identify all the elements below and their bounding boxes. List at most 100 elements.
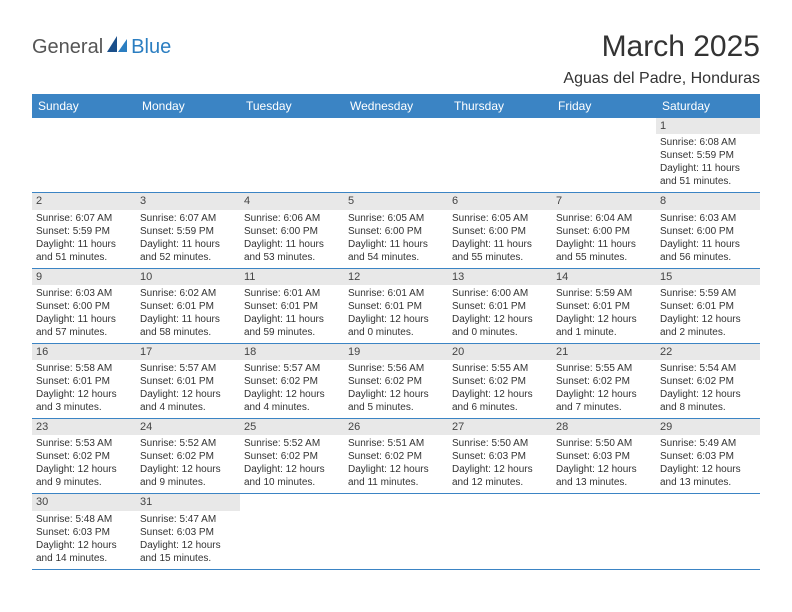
calendar-cell: 28Sunrise: 5:50 AMSunset: 6:03 PMDayligh… — [552, 419, 656, 494]
sunset-text: Sunset: 6:01 PM — [140, 300, 236, 313]
sunset-text: Sunset: 6:00 PM — [452, 225, 548, 238]
day-number: 6 — [448, 193, 552, 209]
sunrise-text: Sunrise: 6:07 AM — [140, 212, 236, 225]
daylight-text: Daylight: 11 hours and 56 minutes. — [660, 238, 756, 264]
weekday-header: Tuesday — [240, 94, 344, 118]
sunset-text: Sunset: 6:02 PM — [36, 450, 132, 463]
day-number: 19 — [344, 344, 448, 360]
day-number: 17 — [136, 344, 240, 360]
calendar-cell: 29Sunrise: 5:49 AMSunset: 6:03 PMDayligh… — [656, 419, 760, 494]
sunset-text: Sunset: 6:01 PM — [556, 300, 652, 313]
day-number: 13 — [448, 269, 552, 285]
sunrise-text: Sunrise: 5:50 AM — [452, 437, 548, 450]
sunset-text: Sunset: 5:59 PM — [660, 149, 756, 162]
calendar-cell: 21 Sunrise: 5:55 AMSunset: 6:02 PMDayligh… — [552, 343, 656, 418]
calendar-row: 1Sunrise: 6:08 AMSunset: 5:59 PMDaylight… — [32, 118, 760, 193]
calendar-cell — [344, 494, 448, 569]
calendar-cell: 19Sunrise: 5:56 AMSunset: 6:02 PMDayligh… — [344, 343, 448, 418]
sunset-text: Sunset: 6:02 PM — [452, 375, 548, 388]
calendar-cell: 12Sunrise: 6:01 AMSunset: 6:01 PMDayligh… — [344, 268, 448, 343]
sunset-text: Sunset: 6:01 PM — [452, 300, 548, 313]
daylight-text: Daylight: 12 hours and 4 minutes. — [140, 388, 236, 414]
daylight-text: Daylight: 12 hours and 6 minutes. — [452, 388, 548, 414]
day-number: 21 — [552, 344, 656, 360]
sunrise-text: Sunrise: 6:08 AM — [660, 136, 756, 149]
location: Aguas del Padre, Honduras — [563, 70, 760, 88]
daylight-text: Daylight: 12 hours and 3 minutes. — [36, 388, 132, 414]
day-number: 4 — [240, 193, 344, 209]
calendar-cell: 24Sunrise: 5:52 AMSunset: 6:02 PMDayligh… — [136, 419, 240, 494]
sunrise-text: Sunrise: 5:55 AM — [452, 362, 548, 375]
calendar-cell — [448, 118, 552, 193]
sunset-text: Sunset: 6:00 PM — [556, 225, 652, 238]
daylight-text: Daylight: 12 hours and 7 minutes. — [556, 388, 652, 414]
weekday-header: Wednesday — [344, 94, 448, 118]
calendar-cell — [240, 494, 344, 569]
sunrise-text: Sunrise: 5:49 AM — [660, 437, 756, 450]
daylight-text: Daylight: 11 hours and 57 minutes. — [36, 313, 132, 339]
calendar-cell: 11Sunrise: 6:01 AMSunset: 6:01 PMDayligh… — [240, 268, 344, 343]
day-number: 31 — [136, 494, 240, 510]
sunset-text: Sunset: 6:02 PM — [244, 450, 340, 463]
calendar-cell: 16 Sunrise: 5:58 AMSunset: 6:01 PMDayligh… — [32, 343, 136, 418]
calendar-cell — [448, 494, 552, 569]
calendar-cell: 9Sunrise: 6:03 AMSunset: 6:00 PMDaylight… — [32, 268, 136, 343]
calendar-cell: 8Sunrise: 6:03 AMSunset: 6:00 PMDaylight… — [656, 193, 760, 268]
daylight-text: Daylight: 12 hours and 11 minutes. — [348, 463, 444, 489]
calendar-cell: 22Sunrise: 5:54 AMSunset: 6:02 PMDayligh… — [656, 343, 760, 418]
sunrise-text: Sunrise: 6:05 AM — [348, 212, 444, 225]
daylight-text: Daylight: 11 hours and 58 minutes. — [140, 313, 236, 339]
calendar-cell — [656, 494, 760, 569]
calendar-row: 23Sunrise: 5:53 AMSunset: 6:02 PMDayligh… — [32, 419, 760, 494]
daylight-text: Daylight: 11 hours and 51 minutes. — [660, 162, 756, 188]
sunset-text: Sunset: 6:01 PM — [660, 300, 756, 313]
daylight-text: Daylight: 11 hours and 52 minutes. — [140, 238, 236, 264]
daylight-text: Daylight: 12 hours and 10 minutes. — [244, 463, 340, 489]
sunrise-text: Sunrise: 5:55 AM — [556, 362, 652, 375]
sunset-text: Sunset: 6:00 PM — [660, 225, 756, 238]
daylight-text: Daylight: 11 hours and 51 minutes. — [36, 238, 132, 264]
sunrise-text: Sunrise: 6:01 AM — [348, 287, 444, 300]
day-number: 27 — [448, 419, 552, 435]
calendar-cell — [344, 118, 448, 193]
day-number: 10 — [136, 269, 240, 285]
calendar-cell: 7Sunrise: 6:04 AMSunset: 6:00 PMDaylight… — [552, 193, 656, 268]
day-number: 30 — [32, 494, 136, 510]
calendar-cell: 25Sunrise: 5:52 AMSunset: 6:02 PMDayligh… — [240, 419, 344, 494]
sunset-text: Sunset: 6:01 PM — [348, 300, 444, 313]
calendar-cell — [552, 494, 656, 569]
daylight-text: Daylight: 12 hours and 2 minutes. — [660, 313, 756, 339]
sunrise-text: Sunrise: 6:07 AM — [36, 212, 132, 225]
sunset-text: Sunset: 6:02 PM — [556, 375, 652, 388]
sunrise-text: Sunrise: 5:54 AM — [660, 362, 756, 375]
sunset-text: Sunset: 6:00 PM — [36, 300, 132, 313]
calendar-row: 16Sunrise: 5:58 AMSunset: 6:01 PMDayligh… — [32, 343, 760, 418]
day-number: 25 — [240, 419, 344, 435]
sunset-text: Sunset: 6:01 PM — [36, 375, 132, 388]
sunrise-text: Sunrise: 5:47 AM — [140, 513, 236, 526]
day-number: 26 — [344, 419, 448, 435]
calendar-cell: 26Sunrise: 5:51 AMSunset: 6:02 PMDayligh… — [344, 419, 448, 494]
day-number: 16 — [32, 344, 136, 360]
sunrise-text: Sunrise: 5:57 AM — [140, 362, 236, 375]
weekday-header: Saturday — [656, 94, 760, 118]
day-number: 20 — [448, 344, 552, 360]
daylight-text: Daylight: 12 hours and 5 minutes. — [348, 388, 444, 414]
sunset-text: Sunset: 6:02 PM — [244, 375, 340, 388]
calendar-row: 30Sunrise: 5:48 AMSunset: 6:03 PMDayligh… — [32, 494, 760, 569]
calendar-cell — [240, 118, 344, 193]
day-number: 22 — [656, 344, 760, 360]
daylight-text: Daylight: 12 hours and 8 minutes. — [660, 388, 756, 414]
sunrise-text: Sunrise: 5:58 AM — [36, 362, 132, 375]
calendar-cell: 18Sunrise: 5:57 AMSunset: 6:02 PMDayligh… — [240, 343, 344, 418]
sunrise-text: Sunrise: 5:52 AM — [140, 437, 236, 450]
calendar-cell: 5Sunrise: 6:05 AMSunset: 6:00 PMDaylight… — [344, 193, 448, 268]
calendar-cell: 17Sunrise: 5:57 AMSunset: 6:01 PMDayligh… — [136, 343, 240, 418]
day-number: 9 — [32, 269, 136, 285]
day-number: 8 — [656, 193, 760, 209]
sunrise-text: Sunrise: 5:48 AM — [36, 513, 132, 526]
daylight-text: Daylight: 11 hours and 59 minutes. — [244, 313, 340, 339]
logo-text-general: General — [32, 36, 103, 59]
calendar-body: 1Sunrise: 6:08 AMSunset: 5:59 PMDaylight… — [32, 118, 760, 569]
sunrise-text: Sunrise: 6:06 AM — [244, 212, 340, 225]
